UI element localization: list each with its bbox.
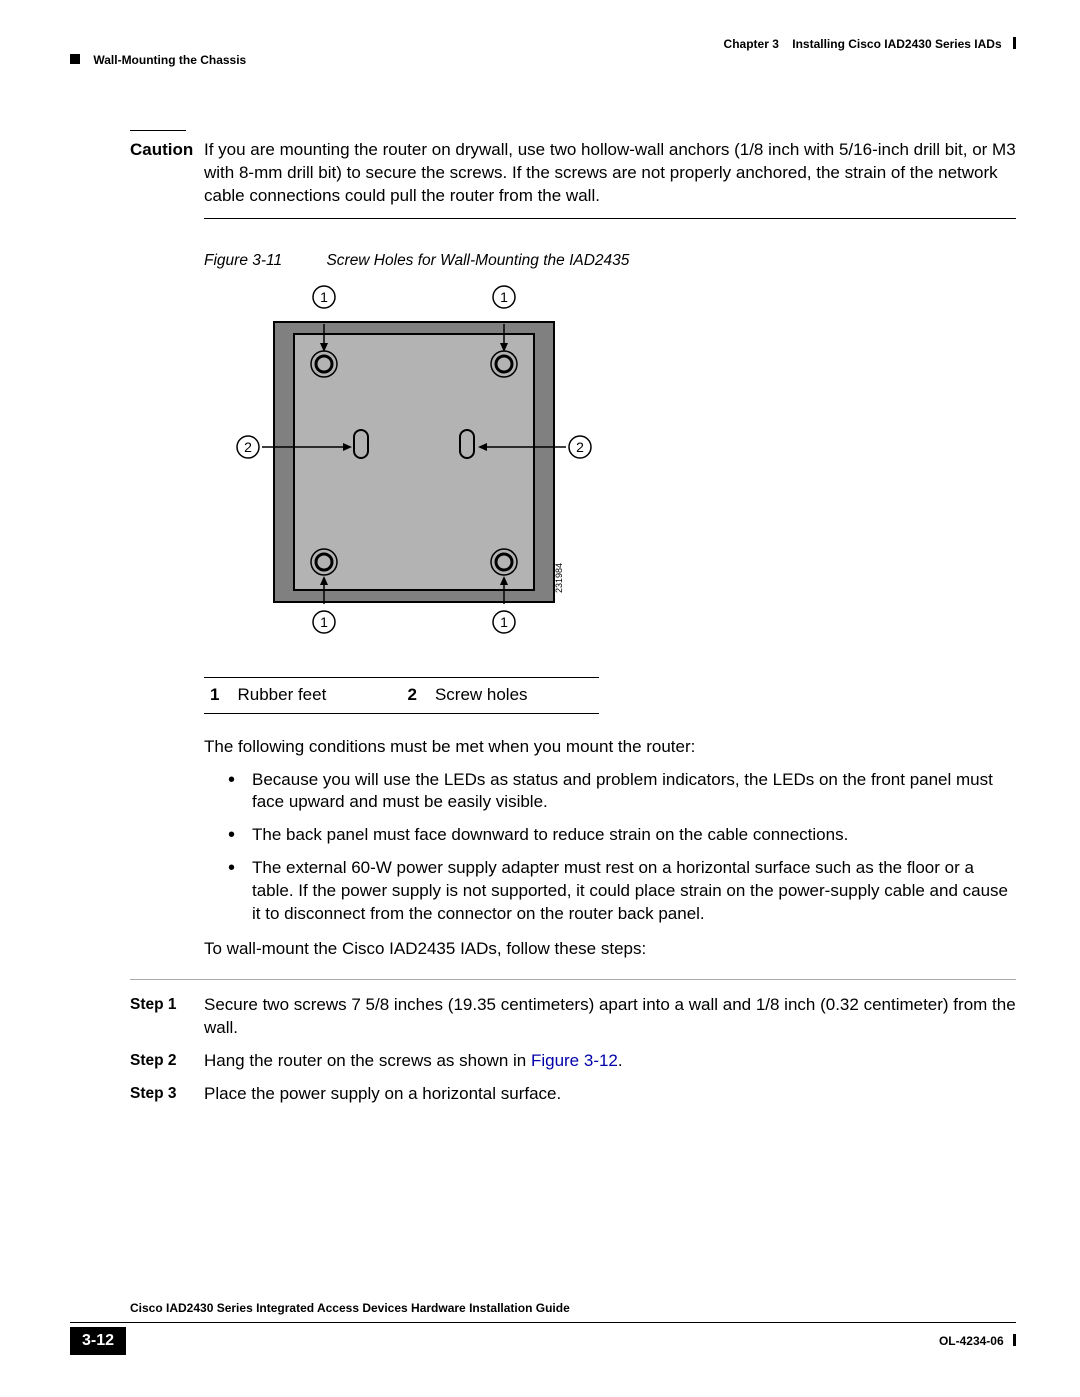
legend-num: 1 [204,677,231,713]
section-title: Wall-Mounting the Chassis [93,53,246,67]
step-label: Step 3 [130,1083,204,1106]
callout-1: 1 [320,614,328,630]
figure-number: Figure 3-11 [204,252,282,269]
caution-rule [130,130,186,131]
list-item: The external 60-W power supply adapter m… [228,857,1016,926]
step-divider [130,979,1016,980]
caution-label: Caution [130,139,204,208]
caution-block: Caution If you are mounting the router o… [130,130,1016,219]
list-item: Because you will use the LEDs as status … [228,769,1016,815]
list-item: The back panel must face downward to red… [228,824,1016,847]
chapter-label: Chapter 3 [724,37,779,51]
conditions-list: Because you will use the LEDs as status … [228,769,1016,927]
callout-2: 2 [576,439,584,455]
header-rule-icon [1013,37,1016,49]
step-label: Step 1 [130,994,204,1040]
page-content: Caution If you are mounting the router o… [130,130,1016,1116]
footer-rule-icon [1013,1334,1016,1346]
legend-text: Screw holes [429,677,599,713]
art-number: 231984 [554,563,564,593]
step-2-text-b: . [618,1051,623,1070]
book-title: Cisco IAD2430 Series Integrated Access D… [130,1300,1016,1316]
step-1: Step 1 Secure two screws 7 5/8 inches (1… [130,994,1016,1040]
step-text: Hang the router on the screws as shown i… [204,1050,1016,1073]
square-bullet-icon [70,54,80,64]
callout-2: 2 [244,439,252,455]
procedure-intro: To wall-mount the Cisco IAD2435 IADs, fo… [204,938,1016,961]
section-heading: Wall-Mounting the Chassis [70,52,1016,68]
page-footer: Cisco IAD2430 Series Integrated Access D… [70,1300,1016,1355]
step-label: Step 2 [130,1050,204,1073]
conditions-intro: The following conditions must be met whe… [204,736,1016,759]
step-text: Secure two screws 7 5/8 inches (19.35 ce… [204,994,1016,1040]
page-number-badge: 3-12 [70,1327,126,1355]
table-row: 1 Rubber feet 2 Screw holes [204,677,599,713]
step-2-text-a: Hang the router on the screws as shown i… [204,1051,531,1070]
doc-number: OL-4234-06 [939,1333,1016,1349]
figure-title: Screw Holes for Wall-Mounting the IAD243… [326,252,629,269]
caution-rule [204,218,1016,219]
wall-mount-diagram: 1 1 1 1 2 [204,282,624,652]
figure-caption: Figure 3-11 Screw Holes for Wall-Mountin… [204,251,1016,272]
caution-text: If you are mounting the router on drywal… [204,139,1016,208]
legend-num: 2 [401,677,428,713]
page-header: Chapter 3 Installing Cisco IAD2430 Serie… [70,36,1016,68]
step-2: Step 2 Hang the router on the screws as … [130,1050,1016,1073]
figure-link[interactable]: Figure 3-12 [531,1051,618,1070]
step-3: Step 3 Place the power supply on a horiz… [130,1083,1016,1106]
footer-rule [70,1322,1016,1323]
callout-1: 1 [320,289,328,305]
figure-diagram: 1 1 1 1 2 [204,282,1016,659]
doc-number-text: OL-4234-06 [939,1334,1004,1348]
callout-1: 1 [500,289,508,305]
chapter-heading: Chapter 3 Installing Cisco IAD2430 Serie… [724,36,1016,52]
legend-text: Rubber feet [231,677,401,713]
callout-1: 1 [500,614,508,630]
step-text: Place the power supply on a horizontal s… [204,1083,1016,1106]
chapter-title: Installing Cisco IAD2430 Series IADs [792,37,1001,51]
figure-legend-table: 1 Rubber feet 2 Screw holes [204,677,599,714]
